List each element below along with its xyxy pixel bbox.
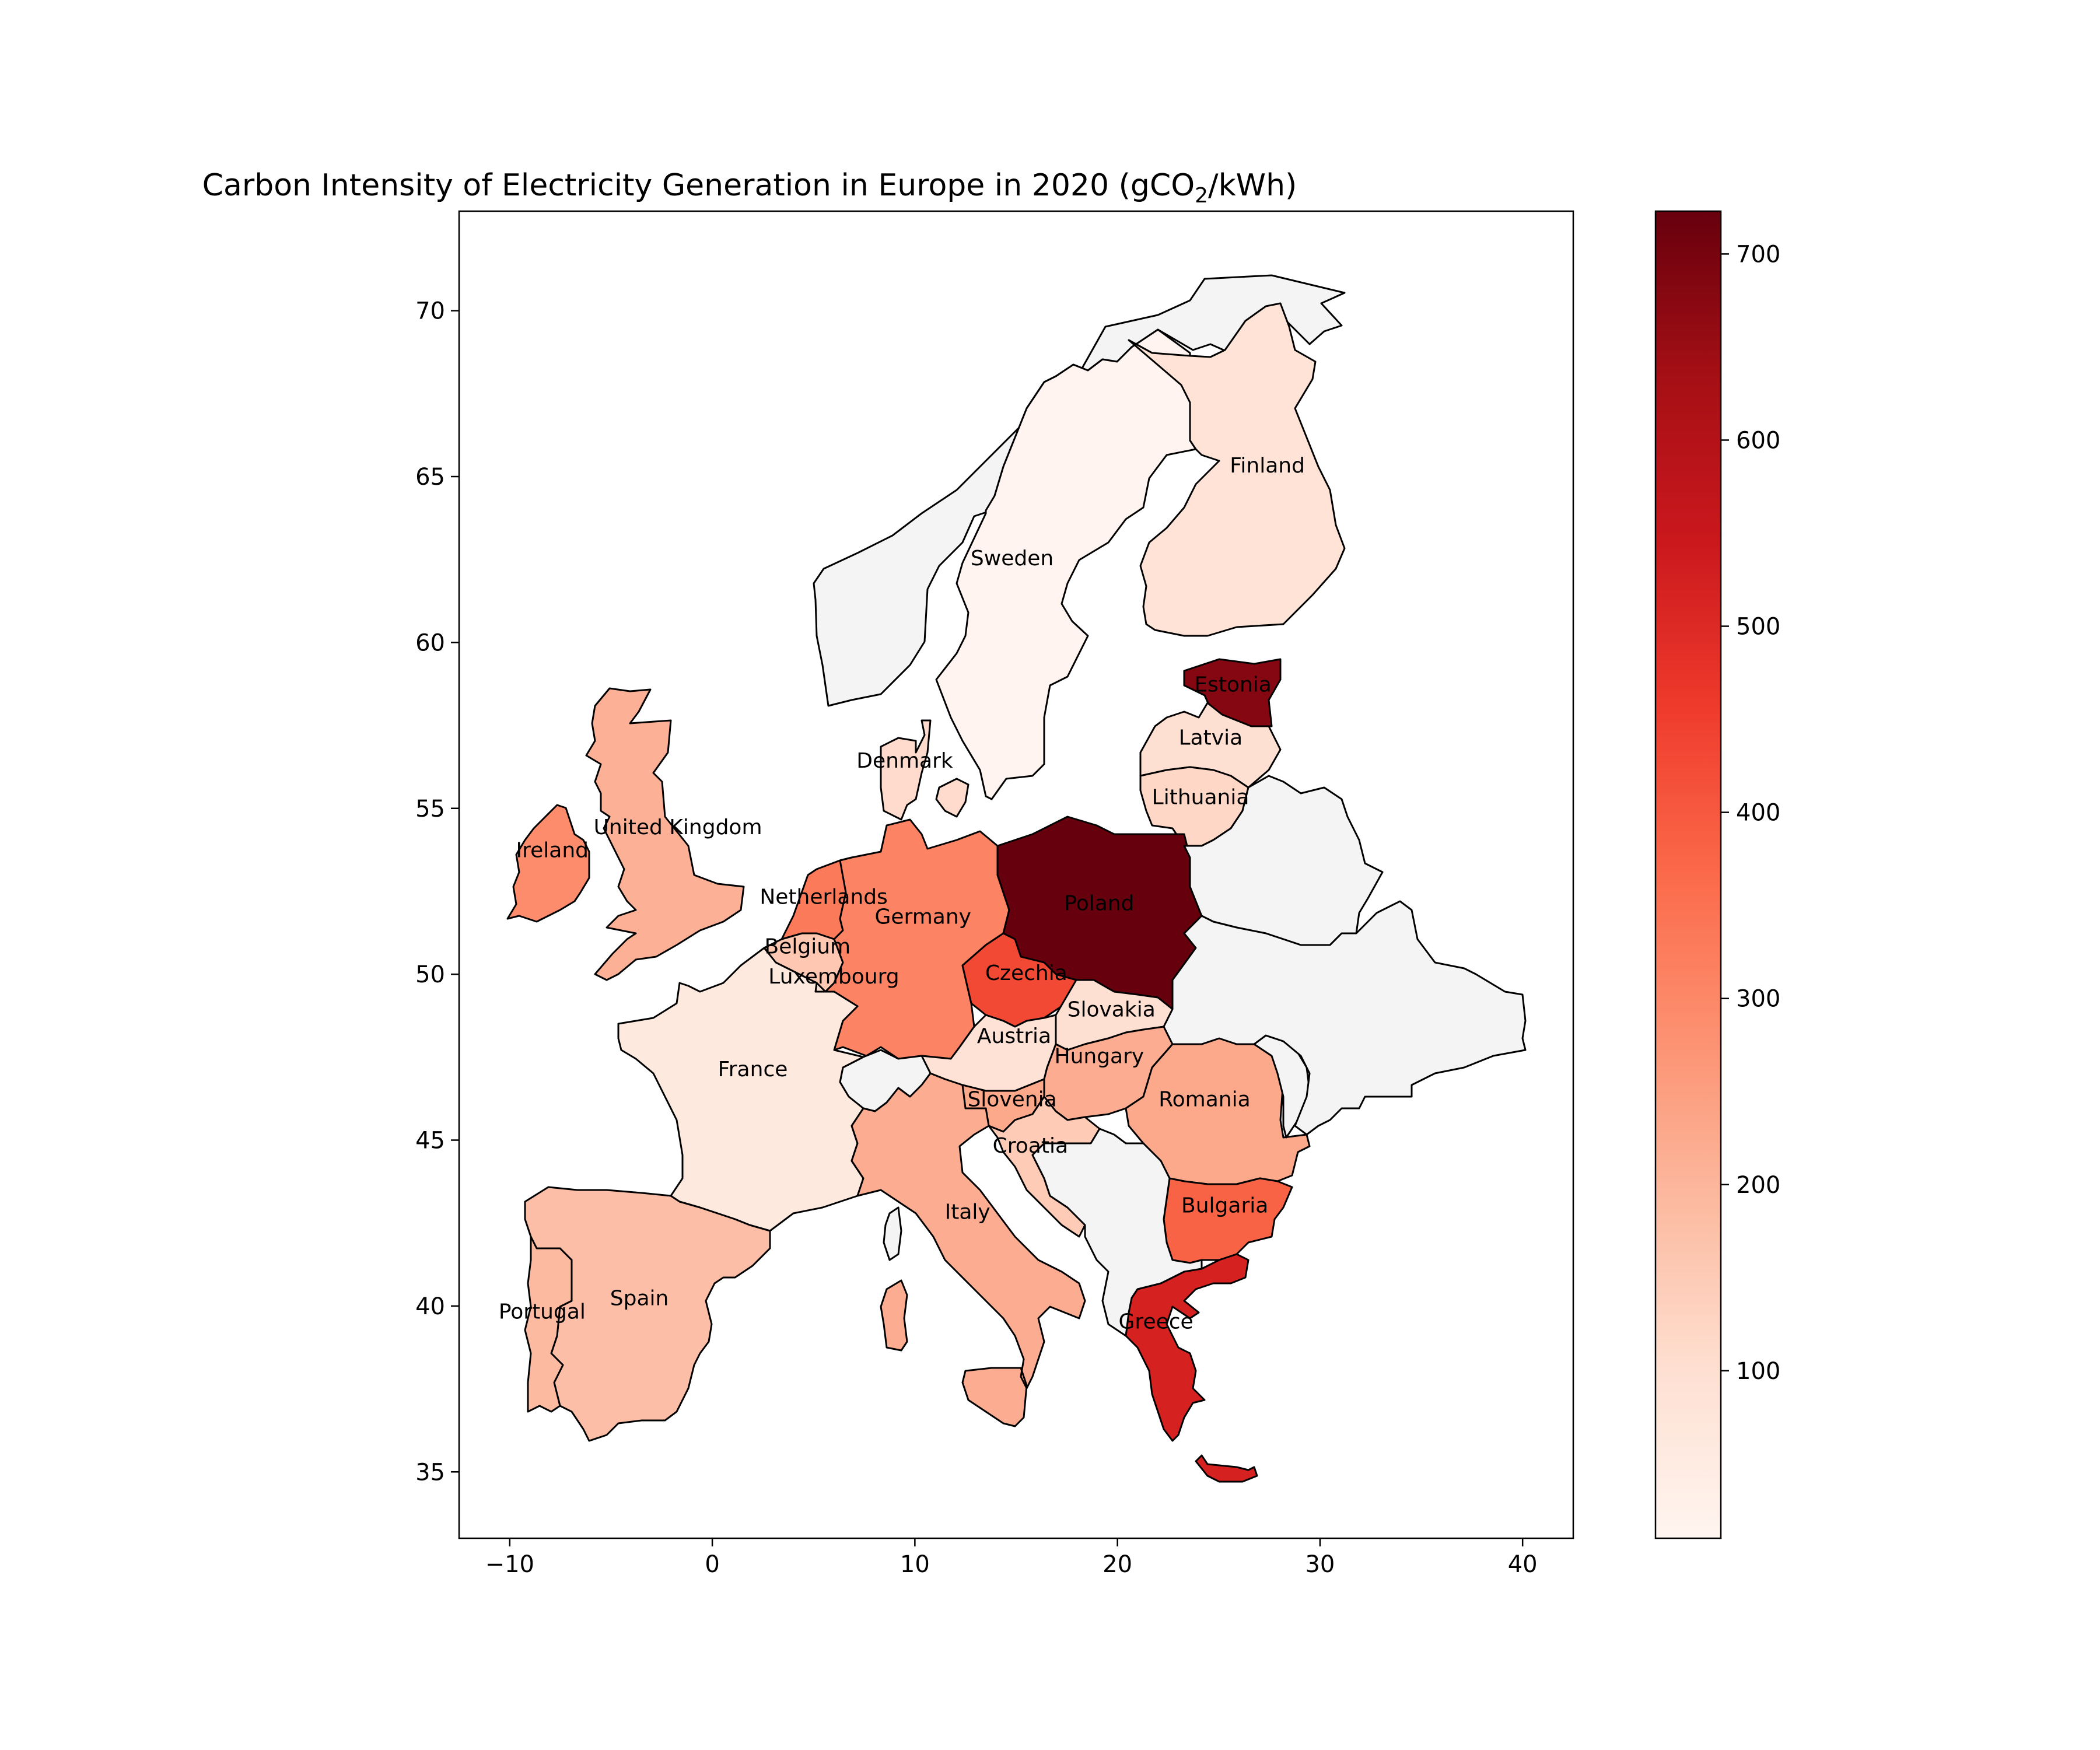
colorbar: 100 200 300 400 500 600 700 (1654, 210, 1780, 1539)
map-area: Sweden Finland Estonia Latvia Lithuania Denma… (415, 210, 1574, 1578)
country-label: Finland (1230, 454, 1305, 478)
country-label: Germany (875, 905, 971, 929)
x-tick-label: 0 (705, 1551, 719, 1578)
country-label: Slovakia (1068, 998, 1156, 1022)
country-corsica[interactable] (883, 1206, 902, 1261)
country-shapes (506, 274, 1527, 1483)
country-label: Portugal (499, 1300, 586, 1324)
country-label: Hungary (1055, 1044, 1144, 1068)
country-label: Croatia (993, 1134, 1068, 1158)
y-tick-label: 40 (415, 1293, 445, 1320)
colorbar-tick-label: 400 (1736, 800, 1780, 827)
y-tick-label: 70 (415, 298, 445, 325)
country-label: Lithuania (1152, 786, 1250, 810)
colorbar-tick-label: 300 (1736, 986, 1780, 1013)
country-label: France (718, 1058, 788, 1082)
x-tick-label: 30 (1305, 1551, 1335, 1578)
country-label: Bulgaria (1181, 1194, 1268, 1217)
country-ireland[interactable] (506, 804, 590, 923)
x-tick-label: 20 (1102, 1551, 1132, 1578)
country-label: Belgium (765, 935, 851, 959)
country-label: Latvia (1179, 726, 1243, 750)
colorbar-tick-label: 500 (1736, 614, 1780, 640)
country-label: Czechia (985, 961, 1068, 985)
country-label: Austria (977, 1024, 1051, 1048)
country-label: Spain (610, 1287, 669, 1311)
country-label: Slovenia (967, 1087, 1056, 1111)
x-tick-label: 40 (1508, 1551, 1538, 1578)
country-label: Italy (945, 1200, 991, 1224)
colorbar-tick-label: 600 (1736, 427, 1780, 454)
country-label: United Kingdom (594, 816, 762, 839)
country-label: Sweden (971, 547, 1054, 570)
y-tick-label: 60 (415, 629, 445, 656)
x-axis: −10 0 10 20 30 40 (485, 1538, 1538, 1578)
country-ukraine[interactable] (1163, 900, 1527, 1136)
y-axis: 35 40 45 50 55 60 65 70 (415, 298, 459, 1486)
y-tick-label: 35 (415, 1459, 445, 1486)
country-labels: Sweden Finland Estonia Latvia Lithuania Denma… (499, 454, 1305, 1334)
country-denmark[interactable] (880, 719, 970, 821)
x-tick-label: −10 (485, 1551, 534, 1578)
country-sweden[interactable] (935, 328, 1197, 800)
country-united-kingdom[interactable] (585, 687, 745, 981)
country-finland[interactable] (1128, 302, 1346, 637)
colorbar-gradient (1654, 210, 1722, 1539)
country-label: Poland (1064, 892, 1134, 916)
y-tick-label: 45 (415, 1128, 445, 1154)
colorbar-tick-label: 200 (1736, 1172, 1780, 1199)
y-tick-label: 65 (415, 464, 445, 491)
country-italy[interactable] (850, 1072, 1086, 1427)
y-tick-label: 55 (415, 796, 445, 822)
country-label: Estonia (1194, 673, 1272, 696)
country-label: Luxembourg (768, 965, 899, 989)
y-tick-label: 50 (415, 961, 445, 988)
colorbar-ticks: 100 200 300 400 500 600 700 (1721, 241, 1780, 1385)
colorbar-tick-label: 700 (1736, 241, 1780, 268)
chart-title: Carbon Intensity of Electricity Generati… (202, 168, 1297, 208)
country-western-balkans[interactable] (1031, 1128, 1203, 1337)
country-label: Netherlands (760, 885, 887, 909)
country-label: Denmark (856, 749, 953, 773)
country-label: Greece (1119, 1310, 1194, 1334)
country-greece[interactable] (1125, 1253, 1258, 1483)
country-portugal[interactable] (524, 1236, 573, 1413)
x-tick-label: 10 (900, 1551, 930, 1578)
country-label: Ireland (516, 839, 589, 863)
country-estonia[interactable] (1183, 658, 1282, 727)
colorbar-tick-label: 100 (1736, 1358, 1780, 1385)
country-label: Romania (1158, 1087, 1250, 1111)
